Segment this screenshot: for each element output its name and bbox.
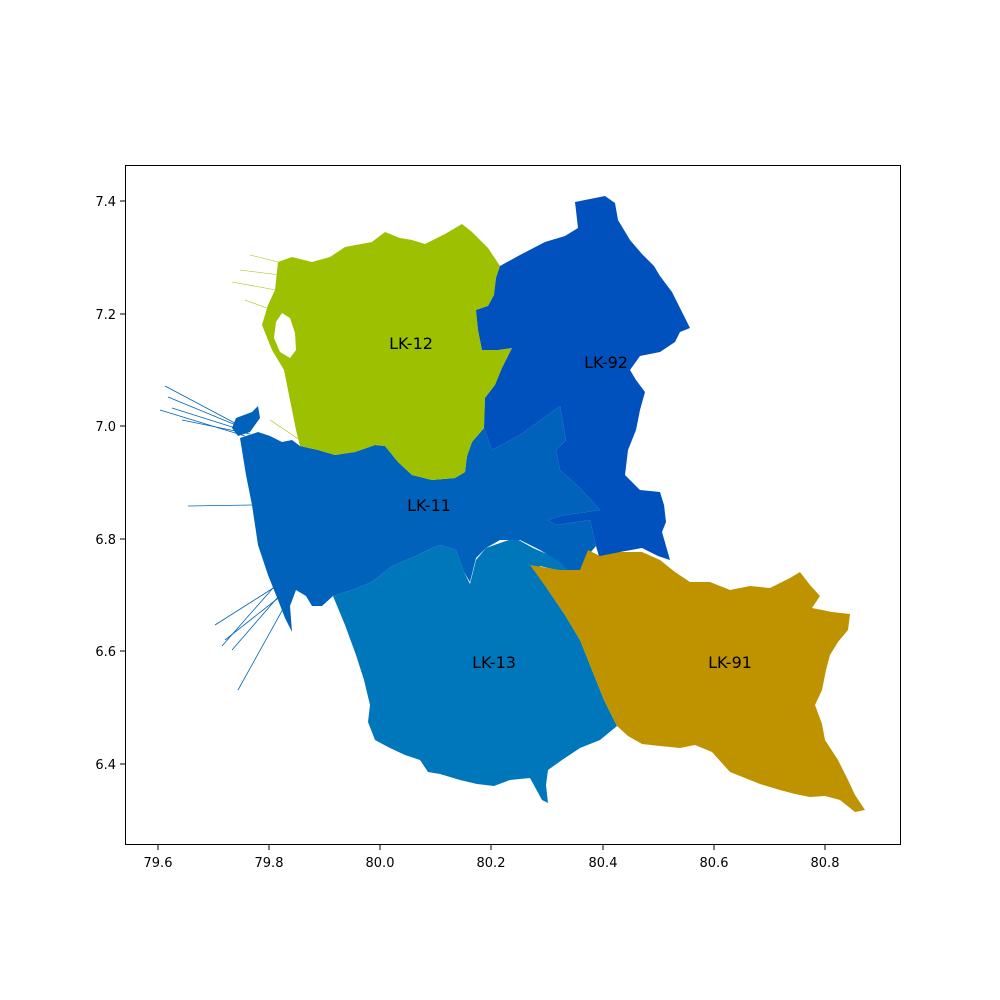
axes-frame (125, 165, 901, 845)
region-label-lk-92: LK-92 (584, 353, 628, 372)
y-tick-label: 7.4 (95, 195, 116, 210)
x-tick-label: 80.8 (811, 856, 840, 871)
region-label-lk-12: LK-12 (389, 334, 433, 353)
x-tick-label: 80.0 (366, 856, 395, 871)
x-tick-label: 79.8 (255, 856, 284, 871)
region-label-lk-11: LK-11 (407, 496, 451, 515)
y-tick-label: 7.2 (95, 308, 116, 323)
x-tick-label: 80.6 (700, 856, 729, 871)
x-tick-label: 80.2 (477, 856, 506, 871)
y-tick-label: 7.0 (95, 420, 116, 435)
coastal-island-lk-11 (232, 406, 260, 436)
x-tick-label: 79.6 (144, 856, 173, 871)
y-tick-label: 6.4 (95, 758, 116, 773)
x-axis-ticks (157, 845, 826, 850)
region-label-lk-91: LK-91 (708, 653, 752, 672)
region-lk-92 (476, 196, 690, 560)
region-lk-91 (530, 550, 865, 812)
x-tick-label: 80.4 (589, 856, 618, 871)
coastal-spikes-lk-12 (231, 254, 301, 441)
y-axis-ticks (120, 200, 125, 765)
region-lk-11 (240, 406, 600, 632)
region-lk-12 (262, 224, 512, 480)
region-lk-13 (333, 538, 617, 803)
region-label-lk-13: LK-13 (472, 653, 516, 672)
y-tick-label: 6.6 (95, 645, 116, 660)
y-tick-label: 6.8 (95, 533, 116, 548)
